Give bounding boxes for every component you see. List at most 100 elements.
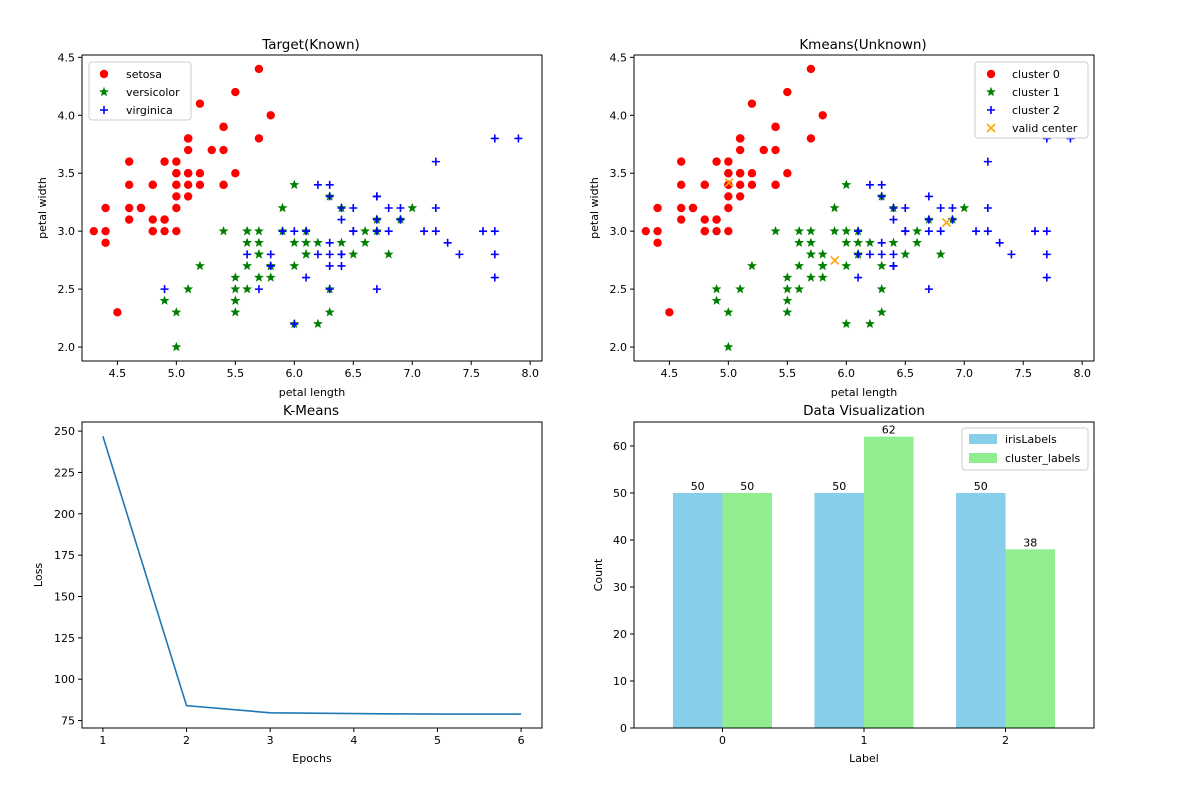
setosa-point — [207, 145, 216, 155]
y-axis-label: petal width — [36, 177, 49, 239]
legend: cluster 0 cluster 1 cluster 2 valid cent… — [974, 61, 1089, 139]
cluster-0-point — [676, 180, 686, 190]
legend-symbols — [986, 69, 996, 133]
y-tick-label: 150 — [54, 591, 75, 604]
cluster-1-point — [841, 260, 852, 271]
versicolor-point — [195, 260, 205, 271]
cluster-1-point — [829, 225, 840, 236]
valid-center-point — [830, 255, 840, 265]
cluster-2-point — [854, 273, 863, 282]
x-tick-label: 7.0 — [956, 367, 974, 380]
legend-label-cluster-1: cluster 1 — [1012, 86, 1060, 99]
cluster-0-point — [724, 157, 733, 166]
cluster-1-point — [805, 237, 816, 247]
setosa-point — [231, 169, 240, 178]
y-tick-label: 40 — [613, 534, 627, 547]
bar-value-label: 50 — [740, 480, 754, 493]
x-tick-label: 4.5 — [109, 367, 127, 380]
cluster-0-point — [724, 180, 733, 190]
y-tick-label: 4.0 — [610, 109, 628, 122]
cluster-0-point — [735, 192, 745, 201]
plot-area: 50 50 50 62 50 38 — [672, 424, 1056, 728]
y-tick-label: 0 — [620, 722, 627, 735]
cluster-0-point — [735, 145, 745, 155]
versicolor-point — [242, 283, 253, 294]
cluster-1-point — [782, 307, 793, 317]
x-tick-label: 7.5 — [1014, 367, 1032, 380]
legend-box — [88, 61, 192, 121]
setosa-point — [183, 192, 193, 201]
x-tick-label: 1 — [99, 734, 106, 747]
bar-value-label: 50 — [691, 480, 705, 493]
versicolor-point — [242, 260, 253, 271]
setosa-point — [172, 226, 181, 236]
cluster-0-point — [783, 87, 792, 97]
panel-kmeans-unknown: Kmeans(Unknown) 4.5 5.0 5.5 6.0 6.5 7.0 7.5 8.0… — [588, 37, 1095, 399]
setosa-point — [183, 180, 193, 190]
y-tick-label: 30 — [613, 581, 627, 594]
versicolor-point — [277, 202, 288, 213]
cluster-1-point — [912, 225, 923, 236]
x-tick-label: 4.5 — [661, 367, 679, 380]
cluster-2-point — [948, 204, 957, 212]
cluster-0-point — [806, 64, 816, 74]
cluster-2-point — [995, 238, 1004, 247]
cluster-0-point — [806, 134, 816, 143]
cluster-2-point — [889, 204, 898, 212]
setosa-point — [101, 226, 110, 236]
cluster-0-point — [771, 122, 780, 132]
setosa-point — [219, 122, 228, 132]
cluster-2-point — [877, 250, 886, 259]
cluster-2-point — [901, 227, 910, 236]
cluster-1-point — [794, 225, 805, 236]
cluster-1-point — [747, 260, 757, 271]
virginica-point — [455, 250, 464, 259]
versicolor-point — [230, 283, 241, 294]
cluster-0-point — [712, 215, 721, 224]
y-tick-label: 225 — [54, 466, 75, 479]
cluster-0-point — [676, 157, 686, 166]
y-tick-label: 75 — [61, 715, 75, 728]
cluster-0-point — [700, 215, 709, 224]
cluster-2-point — [889, 261, 898, 270]
virginica-point — [337, 261, 346, 270]
virginica-point — [420, 227, 429, 236]
cluster-2-point — [877, 180, 886, 189]
axes-frame — [81, 421, 543, 729]
cluster-1-point — [817, 249, 828, 259]
cluster-0-point — [759, 145, 768, 155]
x-tick-label: 0 — [719, 734, 726, 747]
cluster-1-point — [794, 260, 805, 271]
setosa-point — [172, 169, 181, 178]
cluster-1-point — [864, 318, 875, 329]
chart-title: Kmeans(Unknown) — [799, 37, 926, 53]
cluster-0-point — [676, 203, 686, 213]
cluster-1-point — [900, 249, 911, 259]
versicolor-point — [301, 249, 312, 259]
cluster-0-point — [688, 203, 698, 213]
virginica-point — [396, 215, 405, 224]
cluster-1-point — [794, 237, 805, 247]
legend: irisLabels cluster_labels — [961, 427, 1089, 471]
virginica-point — [349, 227, 358, 236]
x-tick-label: 6.0 — [286, 367, 304, 380]
chart-title: K-Means — [283, 403, 339, 419]
bar-value-label: 50 — [832, 480, 846, 493]
x-axis-ticks: 1 2 3 4 5 6 — [99, 728, 525, 747]
y-tick-label: 2.5 — [58, 283, 76, 296]
panel-target-known: Target(Known) 4.5 5.0 5.5 6.0 6.5 7.0 7.5 8.0 2… — [36, 37, 543, 399]
virginica-point — [431, 204, 440, 212]
versicolor-point — [159, 295, 170, 305]
cluster-1-point — [723, 307, 734, 317]
axes-frame — [633, 54, 1095, 362]
panel-data-visualization: Data Visualization 50 50 50 62 50 38 0 1 2 0 10 2… — [592, 403, 1095, 765]
bar-value-label: 50 — [974, 480, 988, 493]
x-axis-ticks: 4.5 5.0 5.5 6.0 6.5 7.0 7.5 8.0 — [661, 361, 1091, 380]
legend-marker-valid-center — [986, 123, 996, 133]
x-axis-label: Label — [849, 752, 879, 765]
cluster-0-point — [700, 180, 709, 190]
cluster-1-point — [805, 225, 816, 236]
legend-label-virginica: virginica — [126, 104, 173, 117]
y-tick-label: 3.5 — [610, 167, 628, 180]
virginica-point — [278, 227, 287, 236]
